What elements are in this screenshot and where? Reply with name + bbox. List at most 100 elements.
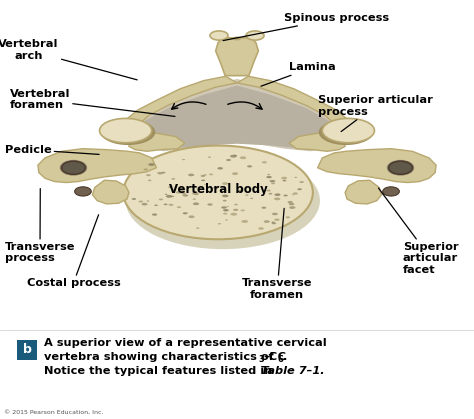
Ellipse shape [188, 173, 194, 176]
Text: 3: 3 [258, 355, 264, 364]
Ellipse shape [272, 222, 276, 224]
Ellipse shape [387, 160, 414, 176]
Ellipse shape [230, 213, 237, 216]
Ellipse shape [169, 204, 173, 206]
Ellipse shape [226, 159, 231, 161]
Ellipse shape [169, 186, 173, 187]
Text: A superior view of a representative cervical: A superior view of a representative cerv… [44, 338, 327, 348]
PathPatch shape [345, 180, 382, 204]
Ellipse shape [241, 220, 248, 223]
Ellipse shape [292, 192, 298, 195]
Ellipse shape [258, 227, 264, 230]
PathPatch shape [129, 133, 185, 151]
Ellipse shape [283, 194, 288, 197]
Text: Vertebral body: Vertebral body [169, 183, 267, 196]
Ellipse shape [271, 222, 275, 223]
Text: Table 7–1.: Table 7–1. [261, 366, 325, 376]
Ellipse shape [294, 177, 297, 178]
Ellipse shape [100, 119, 152, 143]
Text: Vertebral
arch: Vertebral arch [0, 39, 137, 80]
Ellipse shape [146, 174, 151, 176]
Ellipse shape [176, 191, 181, 194]
Ellipse shape [144, 168, 148, 171]
Ellipse shape [223, 200, 227, 202]
Ellipse shape [201, 179, 205, 181]
Ellipse shape [177, 206, 181, 208]
Text: b: b [23, 344, 31, 357]
Ellipse shape [74, 187, 91, 196]
Ellipse shape [272, 213, 278, 215]
Ellipse shape [146, 200, 149, 202]
Ellipse shape [126, 152, 320, 249]
Ellipse shape [266, 176, 272, 178]
Ellipse shape [288, 201, 293, 203]
Text: Spinous process: Spinous process [223, 13, 390, 41]
Text: Notice the typical features listed in: Notice the typical features listed in [44, 366, 276, 376]
Ellipse shape [383, 187, 399, 196]
Ellipse shape [223, 209, 229, 212]
Ellipse shape [234, 204, 238, 205]
Text: Pedicle: Pedicle [5, 145, 99, 155]
Ellipse shape [62, 161, 85, 174]
Ellipse shape [209, 173, 213, 175]
Ellipse shape [232, 172, 238, 175]
PathPatch shape [237, 76, 348, 123]
Ellipse shape [227, 206, 229, 207]
Text: .: . [283, 352, 287, 362]
Ellipse shape [182, 193, 186, 194]
Ellipse shape [222, 182, 228, 185]
Text: Superior
articular
facet: Superior articular facet [378, 188, 458, 275]
PathPatch shape [289, 133, 345, 151]
Ellipse shape [246, 31, 264, 40]
Text: 6: 6 [278, 355, 284, 364]
Ellipse shape [201, 175, 205, 177]
Polygon shape [216, 38, 258, 76]
Ellipse shape [223, 213, 228, 215]
Ellipse shape [319, 119, 374, 145]
Text: Transverse
foramen: Transverse foramen [242, 208, 312, 300]
Ellipse shape [289, 203, 294, 205]
Ellipse shape [189, 215, 195, 218]
Ellipse shape [233, 36, 241, 41]
Ellipse shape [389, 161, 412, 174]
Text: Transverse
process: Transverse process [5, 189, 75, 264]
Ellipse shape [165, 194, 167, 195]
Ellipse shape [297, 188, 302, 190]
Text: vertebra showing characteristics of C: vertebra showing characteristics of C [44, 352, 286, 362]
Ellipse shape [283, 180, 286, 181]
PathPatch shape [92, 180, 129, 204]
Ellipse shape [123, 145, 313, 239]
Ellipse shape [100, 119, 155, 145]
Ellipse shape [230, 155, 237, 158]
Ellipse shape [166, 195, 173, 198]
Ellipse shape [267, 174, 270, 175]
PathPatch shape [130, 79, 344, 151]
Ellipse shape [271, 183, 275, 184]
Ellipse shape [193, 202, 199, 205]
Ellipse shape [240, 210, 245, 211]
Ellipse shape [138, 200, 143, 202]
Ellipse shape [203, 174, 207, 176]
Ellipse shape [171, 196, 174, 197]
Ellipse shape [148, 180, 152, 181]
Ellipse shape [192, 192, 199, 195]
Ellipse shape [132, 198, 136, 200]
Ellipse shape [289, 206, 295, 209]
PathPatch shape [126, 76, 237, 123]
Ellipse shape [245, 194, 248, 196]
Ellipse shape [221, 206, 227, 209]
Ellipse shape [218, 167, 223, 170]
Ellipse shape [148, 163, 155, 166]
Ellipse shape [196, 228, 200, 229]
Ellipse shape [208, 156, 211, 158]
Ellipse shape [286, 216, 290, 218]
Ellipse shape [247, 165, 252, 168]
Ellipse shape [159, 199, 163, 200]
PathPatch shape [318, 149, 436, 183]
Ellipse shape [182, 159, 185, 160]
Ellipse shape [194, 194, 198, 195]
PathPatch shape [140, 85, 334, 149]
Text: Vertebral
foramen: Vertebral foramen [9, 89, 175, 116]
Ellipse shape [182, 194, 188, 197]
Text: Superior articular
process: Superior articular process [318, 96, 432, 132]
